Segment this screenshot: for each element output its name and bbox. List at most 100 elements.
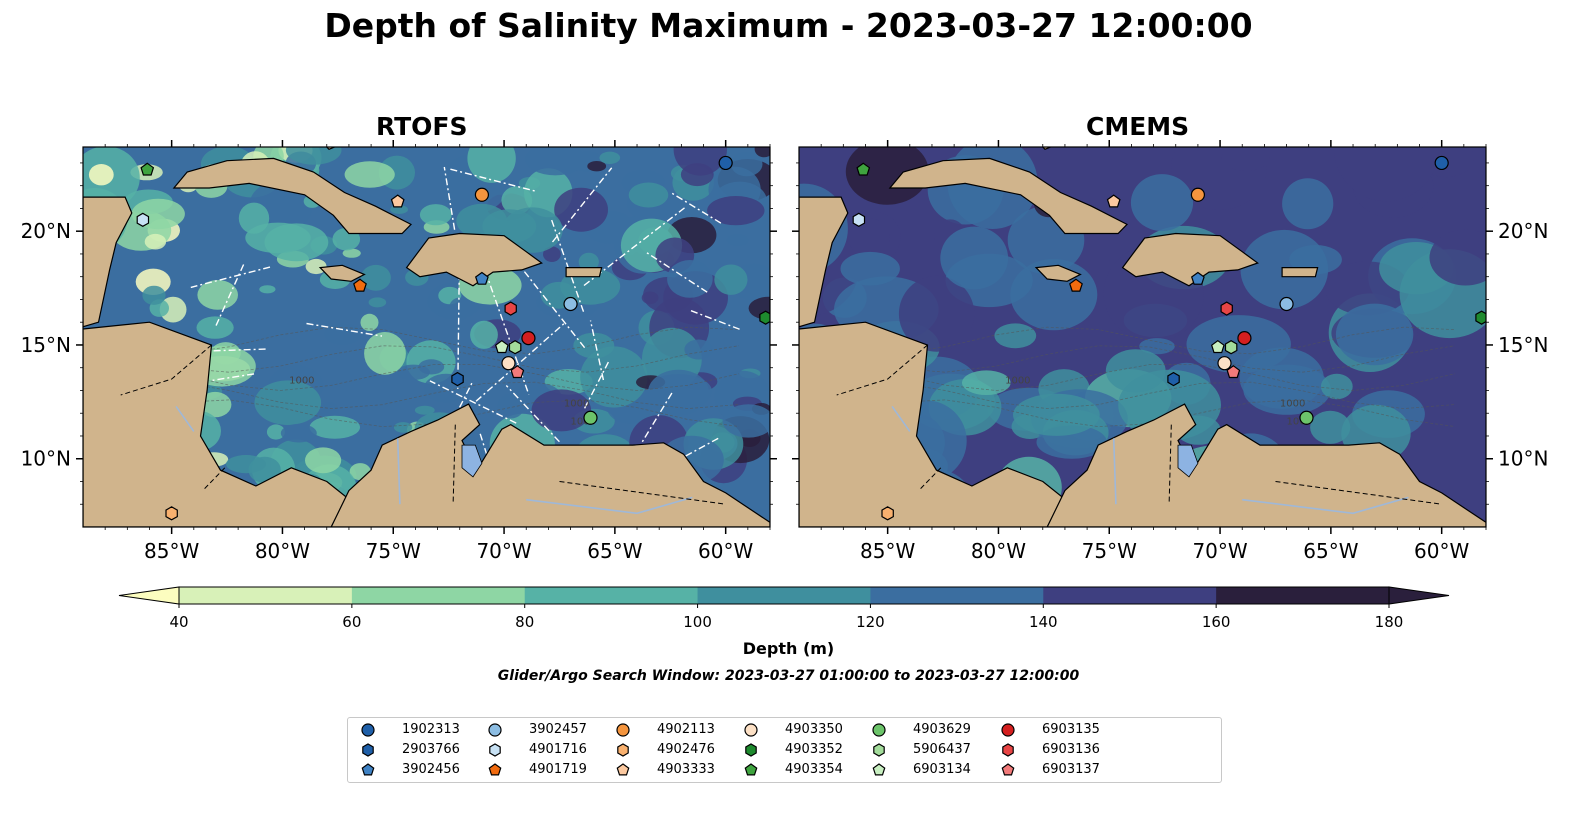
- current-line: [669, 191, 722, 224]
- country-border: [918, 467, 942, 491]
- lon-tick-label: 80°W: [971, 539, 1026, 563]
- current-line: [583, 359, 611, 409]
- contour-label: 1000: [1005, 376, 1030, 387]
- field-blob: [845, 147, 929, 205]
- legend-label: 4903333: [657, 762, 715, 777]
- field-blob: [846, 218, 890, 258]
- field-blob: [714, 264, 748, 295]
- country-border: [559, 481, 726, 505]
- legend-label: 2903766: [402, 742, 460, 757]
- float-6903136: [1220, 301, 1233, 316]
- field-blob: [419, 204, 452, 226]
- river: [1112, 438, 1117, 505]
- legend-marker-hexagon-icon: [873, 743, 885, 757]
- colorbar-extend-high: [1388, 586, 1450, 605]
- country-border: [1168, 424, 1172, 505]
- land-hispaniola: [405, 232, 543, 287]
- field-blob: [1013, 393, 1100, 436]
- current-line: [551, 167, 613, 243]
- legend-marker: [1001, 763, 1015, 776]
- contour-label: 1000: [1287, 417, 1312, 428]
- float-1902313: [1434, 155, 1449, 171]
- legend-marker: [1002, 743, 1014, 757]
- lat-tick-label: 15°N: [1498, 333, 1548, 357]
- field-blob: [962, 370, 1011, 396]
- land-puertorico: [1281, 267, 1319, 278]
- legend-marker: [361, 763, 375, 776]
- legend-label: 4903354: [785, 762, 843, 777]
- country-border: [1275, 481, 1442, 505]
- bathymetry-contour: [843, 326, 1456, 355]
- float-3902457: [563, 296, 578, 312]
- contour-label: 1000: [289, 376, 314, 387]
- colorbar-tick-label: 80: [515, 613, 534, 631]
- bathymetry-contour: [843, 364, 1456, 391]
- field-blob: [684, 339, 713, 360]
- legend-marker: [488, 723, 502, 737]
- legend-marker-circle-icon: [361, 723, 375, 737]
- field-blob: [470, 320, 498, 349]
- field-blob: [707, 196, 765, 226]
- field-blob: [360, 264, 391, 291]
- legend-marker-pentagon-icon: [616, 763, 630, 776]
- legend-label: 6903137: [1042, 762, 1100, 777]
- colorbar-tick-label: 100: [683, 613, 712, 631]
- lat-tick-label: 20°N: [1498, 219, 1548, 243]
- current-line: [443, 166, 456, 230]
- current-line: [690, 310, 743, 331]
- river: [396, 438, 401, 505]
- field-blob: [641, 291, 659, 305]
- land-bahamas: [1041, 147, 1053, 151]
- field-blob: [414, 405, 435, 415]
- field-blob: [319, 402, 339, 420]
- legend-marker: [744, 723, 758, 737]
- float-4903354: [140, 162, 155, 176]
- float-4902113: [1190, 187, 1206, 202]
- field-blob: [324, 323, 362, 345]
- field-blob: [898, 275, 975, 352]
- contour-label: 1000: [571, 417, 596, 428]
- field-blob: [248, 456, 281, 483]
- field-blob: [1334, 147, 1439, 202]
- lake-maracaibo: [461, 444, 483, 478]
- country-border: [452, 424, 456, 505]
- legend-marker: [361, 723, 375, 737]
- legend-marker-circle-icon: [872, 723, 886, 737]
- field-blob: [280, 423, 317, 443]
- panel-title-cmems: CMEMS: [1086, 112, 1190, 141]
- field-blob: [647, 369, 710, 416]
- float-6903135: [521, 331, 536, 346]
- legend-marker-pentagon-icon: [744, 763, 758, 776]
- legend-label: 4902113: [657, 722, 715, 737]
- lon-tick-label: 80°W: [255, 539, 310, 563]
- field-blob: [254, 380, 322, 426]
- field-blob: [259, 285, 276, 294]
- field-blob: [396, 364, 430, 380]
- country-border: [120, 344, 212, 396]
- float-6903135: [1237, 331, 1252, 346]
- lon-tick-label: 60°W: [1414, 539, 1469, 563]
- float-4901716: [136, 212, 150, 227]
- float-4903354: [856, 162, 871, 176]
- float-4901719: [1069, 278, 1083, 292]
- float-legend: 1902313 2903766 3902456 3902457 4901716 49017…: [347, 717, 1222, 783]
- colorbar-tick-label: 140: [1029, 613, 1058, 631]
- legend-label: 4902476: [657, 742, 715, 757]
- field-blob: [309, 415, 360, 439]
- field-blob: [197, 280, 238, 310]
- cmems-map: 1000 1000 1000 85°W 80°W 75°W 70°W 65°W 60°W 20°N…: [792, 140, 1548, 563]
- legend-label: 4903352: [785, 742, 843, 757]
- bathymetry-contour: [843, 345, 1456, 373]
- float-4903629: [583, 410, 598, 425]
- field-blob: [238, 202, 270, 234]
- colorbar-segment: [697, 587, 871, 604]
- current-line: [306, 322, 383, 337]
- land-yucatan: [83, 196, 133, 328]
- bathymetry-contour: [843, 399, 1456, 428]
- land-yucatan: [799, 196, 849, 328]
- river: [1242, 496, 1409, 515]
- float-4903333: [1106, 194, 1121, 208]
- field-blob: [305, 447, 342, 474]
- colorbar-segment: [179, 587, 353, 604]
